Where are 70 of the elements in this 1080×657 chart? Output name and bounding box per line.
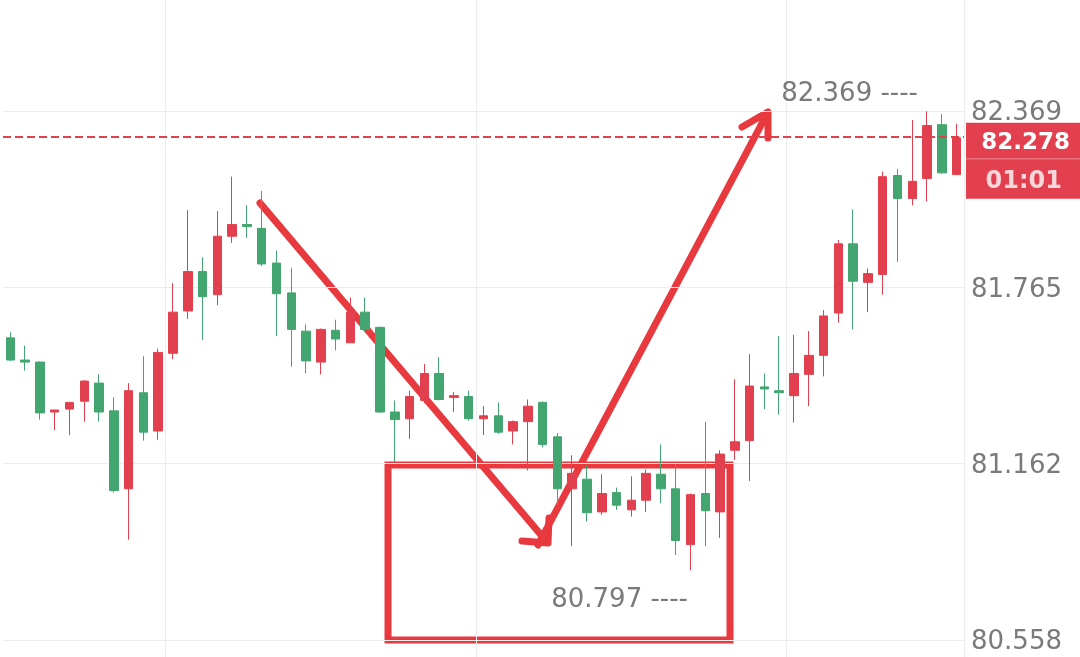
candlestick — [582, 464, 592, 523]
candlestick — [80, 379, 89, 423]
candlestick — [553, 432, 562, 506]
candlestick — [316, 328, 326, 375]
candlestick — [848, 208, 858, 330]
candlestick — [937, 113, 947, 175]
candlestick — [94, 373, 104, 423]
annotation: 82.369 ---- — [781, 77, 918, 107]
candlestick — [20, 345, 30, 372]
candlestick — [449, 391, 459, 413]
candlestick — [671, 463, 680, 556]
candlestick — [301, 323, 311, 374]
candlestick — [715, 449, 725, 539]
candlestick — [168, 282, 178, 360]
candlestick — [834, 239, 843, 324]
candlestick — [523, 398, 533, 471]
candlestick — [257, 190, 266, 267]
candlestick — [50, 409, 59, 431]
candlestick — [804, 330, 814, 407]
y-tick-label: 81.765 — [971, 272, 1062, 303]
candlestick — [6, 331, 15, 362]
candlestick — [153, 348, 163, 441]
candlestick — [227, 176, 237, 244]
candlestick — [198, 256, 207, 341]
candlestick — [863, 268, 873, 313]
candlestick — [494, 401, 503, 435]
candlestick — [597, 473, 607, 516]
candlestick — [627, 475, 636, 518]
y-tick-label: 80.558 — [971, 625, 1062, 656]
candlestick — [405, 390, 414, 440]
ref-line-label: 82.278 — [981, 127, 1070, 154]
candlestick — [360, 297, 370, 332]
candlestick — [819, 309, 828, 377]
candlestick — [331, 319, 340, 351]
candlestick — [272, 250, 281, 337]
candlestick — [479, 405, 488, 436]
candlestick — [183, 209, 193, 320]
candlestick — [346, 297, 355, 344]
annotation: 80.797 ---- — [551, 583, 688, 613]
candlestick — [375, 325, 385, 414]
candlestick — [242, 204, 252, 239]
candlestick — [789, 334, 799, 424]
candlestick — [567, 454, 577, 547]
y-tick-label: 82.369 — [971, 96, 1062, 127]
candlestick — [760, 372, 769, 410]
candlestick — [434, 356, 444, 401]
candlestick — [641, 469, 651, 513]
candlestick — [701, 421, 710, 547]
candlestick — [893, 168, 902, 263]
candlestick — [35, 361, 45, 421]
candlestick — [65, 401, 74, 436]
candlestick — [508, 419, 518, 445]
candlestick — [390, 399, 400, 463]
text: 01:01 — [985, 165, 1062, 194]
candlestick — [656, 443, 666, 504]
candlestick — [686, 492, 695, 571]
candlestick — [774, 335, 784, 416]
candlestick — [612, 487, 621, 511]
candlestick — [538, 401, 547, 448]
candlestick — [124, 382, 133, 541]
candlestick — [287, 267, 296, 368]
candlestick — [109, 396, 119, 494]
candlestick — [745, 353, 754, 482]
candlestick — [139, 355, 148, 442]
candlestick — [878, 171, 887, 296]
candlestick — [464, 390, 473, 421]
candlestick — [213, 210, 222, 306]
y-tick-label: 81.162 — [971, 448, 1062, 479]
candlestick — [730, 378, 740, 461]
candlestick — [420, 363, 429, 404]
